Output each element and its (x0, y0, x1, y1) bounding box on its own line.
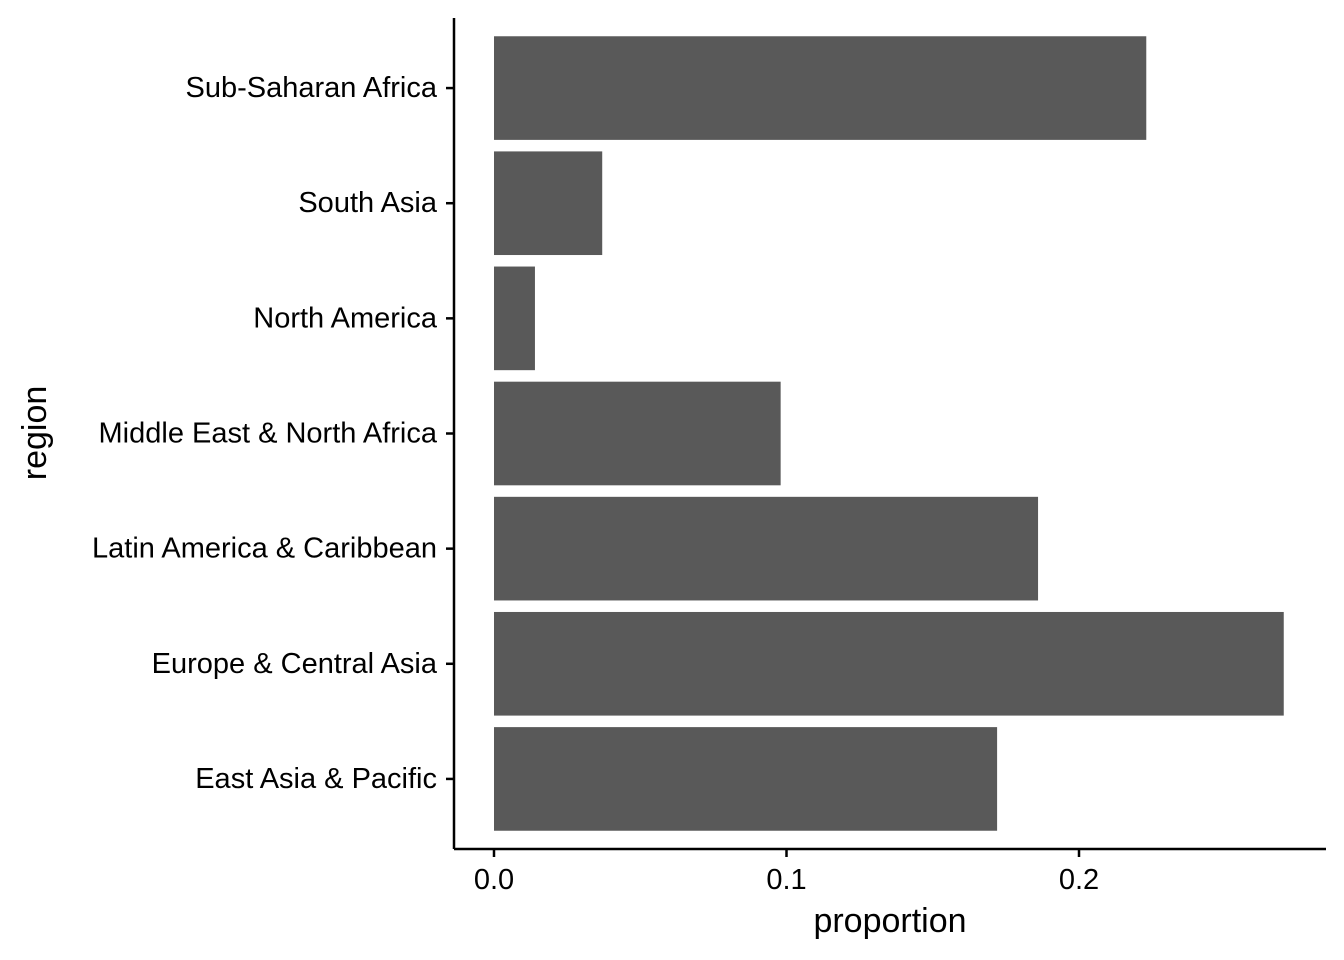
y-tick-label: East Asia & Pacific (195, 763, 437, 795)
bar-sub-saharan-africa (494, 36, 1147, 140)
x-tick-label: 0.0 (474, 864, 514, 896)
bar-europe-and-central-asia (494, 611, 1284, 716)
y-axis-title: region (16, 386, 54, 481)
y-tick-label: Sub-Saharan Africa (186, 72, 438, 104)
bar-north-america (494, 266, 535, 371)
y-tick-label: South Asia (298, 187, 438, 219)
x-tick-label: 0.2 (1059, 864, 1099, 896)
x-axis-ticks: 0.0 0.1 0.2 (474, 849, 1099, 896)
bar-latin-america-and-caribbean (494, 496, 1039, 601)
y-tick-label: North America (253, 302, 438, 334)
bar-middle-east-and-north-africa (494, 381, 781, 486)
bar-south-asia (494, 151, 603, 256)
y-axis-ticks: East Asia & Pacific Europe & Central Asia… (92, 72, 454, 795)
x-tick-label: 0.1 (766, 864, 806, 896)
y-tick-label: Europe & Central Asia (152, 648, 438, 680)
y-tick-label: Middle East & North Africa (99, 418, 438, 450)
bar-east-asia-and-pacific (494, 727, 998, 831)
bars-group (494, 36, 1284, 831)
x-axis-title: proportion (813, 902, 966, 940)
y-tick-label: Latin America & Caribbean (92, 533, 437, 565)
